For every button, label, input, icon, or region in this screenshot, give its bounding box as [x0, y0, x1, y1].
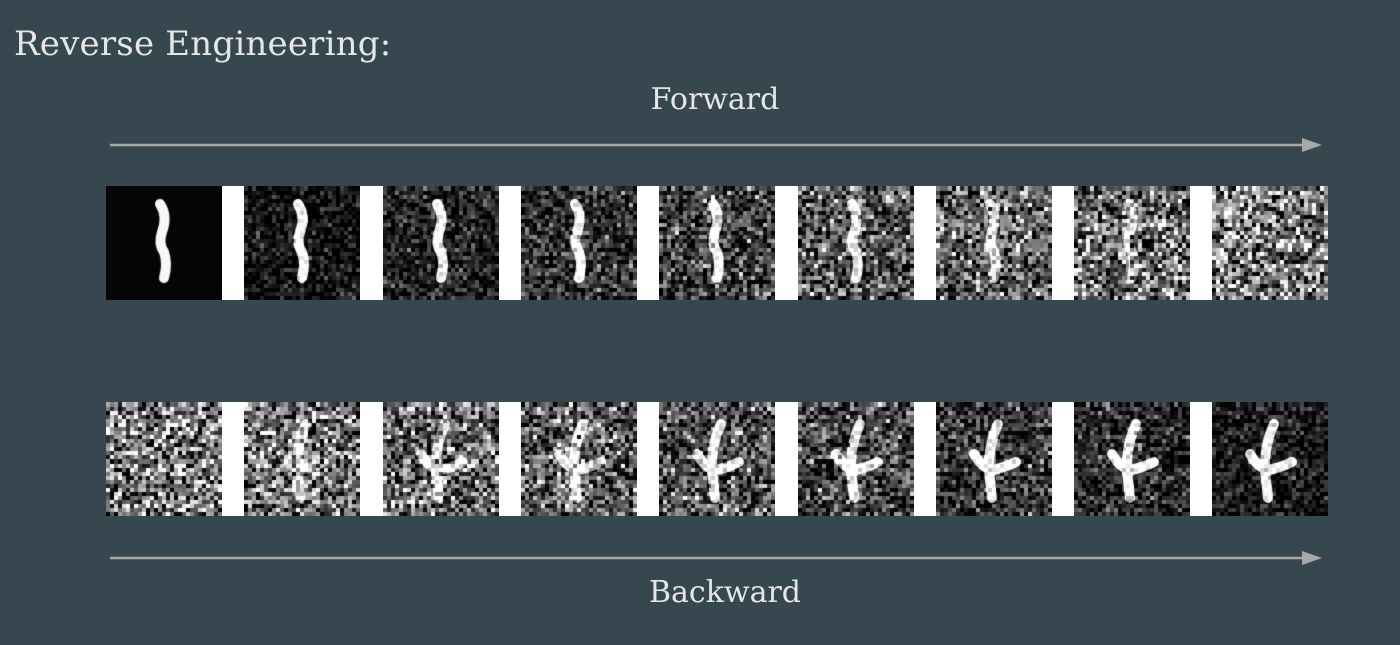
forward-frame-7: [935, 186, 1052, 300]
forward-frame-image: [935, 186, 1052, 300]
forward-frame-image: [797, 186, 914, 300]
backward-frame-image: [244, 402, 361, 516]
forward-frame-5: [659, 186, 776, 300]
backward-frame-4: [520, 402, 637, 516]
backward-frame-image: [797, 402, 914, 516]
forward-frame-image: [382, 186, 499, 300]
backward-arrow: [110, 551, 1322, 565]
backward-frame-image: [935, 402, 1052, 516]
backward-label: Backward: [648, 575, 802, 610]
forward-frame-image: [520, 186, 637, 300]
backward-frame-image: [106, 402, 222, 516]
backward-frame-image: [382, 402, 499, 516]
backward-frame-5: [659, 402, 776, 516]
forward-frame-3: [382, 186, 499, 300]
forward-frame-9: [1212, 186, 1329, 300]
forward-frame-8: [1074, 186, 1191, 300]
backward-frame-9: [1212, 402, 1329, 516]
forward-frame-image: [106, 186, 222, 300]
backward-frame-image: [1074, 402, 1191, 516]
forward-frame-4: [520, 186, 637, 300]
forward-frame-image: [1074, 186, 1191, 300]
forward-label: Forward: [650, 82, 780, 117]
forward-frame-image: [244, 186, 361, 300]
forward-frame-image: [659, 186, 776, 300]
backward-frame-image: [659, 402, 776, 516]
forward-frame-2: [244, 186, 361, 300]
backward-frame-2: [244, 402, 361, 516]
backward-frame-8: [1074, 402, 1191, 516]
forward-frame-6: [797, 186, 914, 300]
forward-noise-strip: [106, 186, 1329, 300]
backward-frame-image: [520, 402, 637, 516]
backward-denoise-strip: [106, 402, 1329, 516]
backward-frame-image: [1212, 402, 1329, 516]
slide-title: Reverse Engineering:: [14, 24, 392, 64]
backward-frame-1: [106, 402, 222, 516]
backward-frame-7: [935, 402, 1052, 516]
forward-arrow: [110, 138, 1322, 152]
forward-frame-image: [1212, 186, 1329, 300]
forward-frame-1: [106, 186, 222, 300]
backward-frame-6: [797, 402, 914, 516]
backward-frame-3: [382, 402, 499, 516]
